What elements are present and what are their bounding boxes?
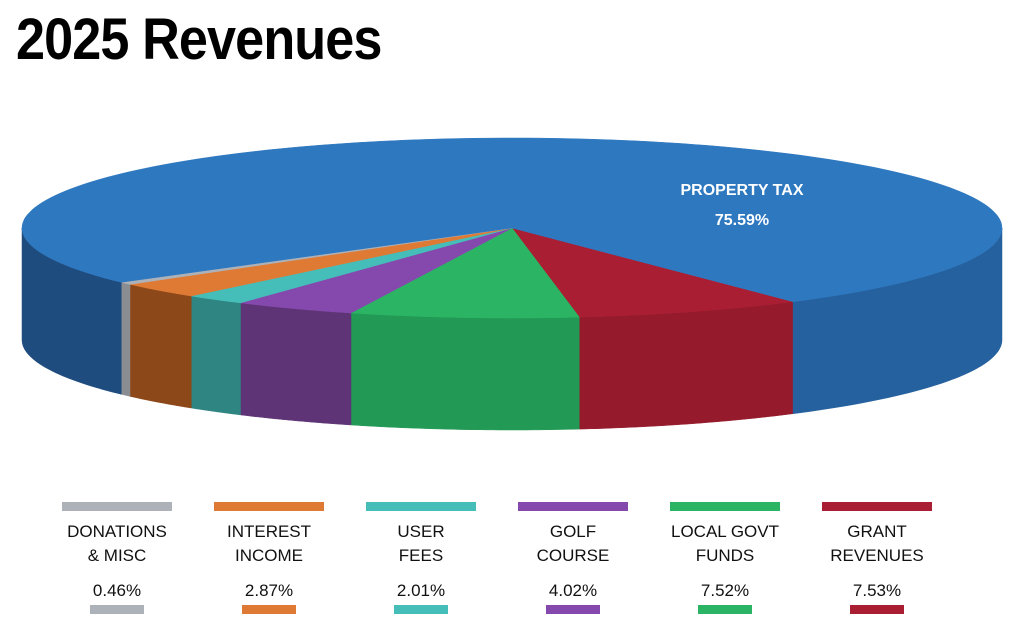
- legend-swatch: [214, 502, 324, 511]
- slice-side-grant-revenues: [579, 301, 794, 430]
- legend-label-line1: USER: [397, 522, 445, 541]
- legend-value: 0.46%: [92, 581, 142, 600]
- slice-side-donations-misc: [121, 281, 131, 397]
- slice-value-label: 75.59%: [715, 212, 769, 229]
- legend-swatch: [366, 502, 476, 511]
- legend-label-line2: REVENUES: [830, 546, 924, 565]
- legend-label-line1: GOLF: [549, 522, 597, 541]
- legend-label-line1: DONATIONS: [67, 522, 167, 541]
- legend-label: GRANT REVENUES: [822, 520, 932, 568]
- slice-golf-course: [240, 227, 513, 314]
- slice-side-user-fees: [191, 295, 241, 416]
- legend-label: USER FEES: [366, 520, 476, 568]
- slice-side-interest-income: [129, 284, 192, 409]
- legend-label-line2: & MISC: [87, 546, 147, 565]
- slice-interest-income: [129, 227, 513, 297]
- slice-local-govt-funds: [350, 227, 580, 319]
- slice-side-golf-course: [240, 302, 352, 426]
- legend-swatch: [62, 502, 172, 511]
- legend-swatch-small: [698, 605, 752, 614]
- legend-label-line2: COURSE: [536, 546, 610, 565]
- slice-user-fees: [191, 227, 513, 304]
- legend-value: 2.87%: [244, 581, 294, 600]
- legend-label-line2: FEES: [398, 546, 444, 565]
- legend-value: 7.52%: [700, 581, 750, 600]
- legend-item-golf-course: GOLF COURSE 4.02%: [518, 502, 628, 614]
- legend-item-donations-misc: DONATIONS & MISC 0.46%: [62, 502, 172, 614]
- slice-label: PROPERTY TAX: [681, 182, 804, 199]
- legend-label-line2: INCOME: [235, 546, 303, 565]
- legend-label-line2: FUNDS: [695, 546, 755, 565]
- slice-side-local-govt-funds: [350, 312, 580, 431]
- legend-swatch-small: [242, 605, 296, 614]
- legend-label: LOCAL GOVT FUNDS: [670, 520, 780, 568]
- legend-item-user-fees: USER FEES 2.01%: [366, 502, 476, 614]
- legend-label: GOLF COURSE: [518, 520, 628, 568]
- legend-swatch-small: [90, 605, 144, 614]
- legend-value: 4.02%: [548, 581, 598, 600]
- legend-label: DONATIONS & MISC: [62, 520, 172, 568]
- slice-grant-revenues: [511, 227, 794, 318]
- slice-donations-misc: [121, 227, 513, 285]
- legend-swatch: [518, 502, 628, 511]
- legend-swatch-small: [850, 605, 904, 614]
- legend-label: INTEREST INCOME: [214, 520, 324, 568]
- chart-title: 2025 Revenues: [16, 7, 382, 72]
- legend-value: 7.53%: [852, 581, 902, 600]
- slice-property-tax: [21, 137, 1003, 302]
- legend-label-line1: INTEREST: [226, 522, 312, 541]
- legend-swatch-small: [394, 605, 448, 614]
- legend-label-line1: LOCAL GOVT: [670, 522, 779, 541]
- legend-swatch: [670, 502, 780, 511]
- legend-swatch-small: [546, 605, 600, 614]
- legend-label-line1: GRANT: [847, 522, 907, 541]
- legend-item-local-govt-funds: LOCAL GOVT FUNDS 7.52%: [670, 502, 780, 614]
- legend-value: 2.01%: [396, 581, 446, 600]
- legend-item-grant-revenues: GRANT REVENUES 7.53%: [822, 502, 932, 614]
- legend-swatch: [822, 502, 932, 511]
- legend-item-interest-income: INTEREST INCOME 2.87%: [214, 502, 324, 614]
